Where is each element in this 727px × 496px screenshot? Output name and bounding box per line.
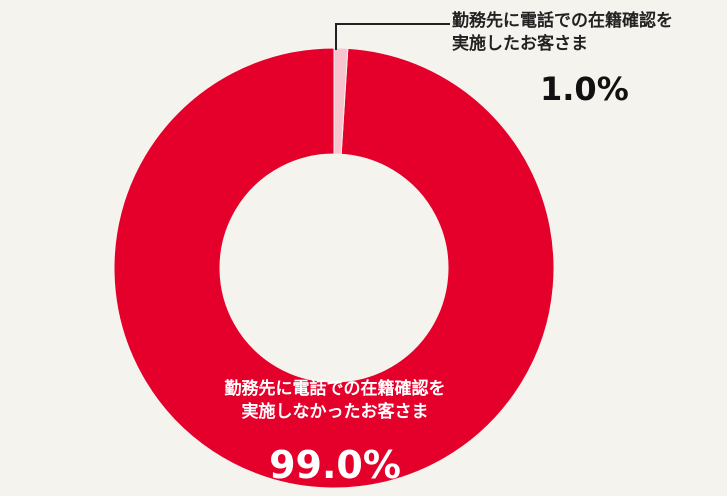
slice-label: 勤務先に電話での在籍確認を 実施したお客さま	[452, 11, 673, 54]
slice	[113, 47, 555, 489]
slice-label: 勤務先に電話での在籍確認を 実施しなかったお客さま	[224, 379, 446, 422]
slice	[333, 47, 349, 155]
value-label: 99.0%	[269, 443, 401, 487]
leader-line	[335, 23, 450, 50]
value-label: 1.0%	[540, 70, 629, 108]
